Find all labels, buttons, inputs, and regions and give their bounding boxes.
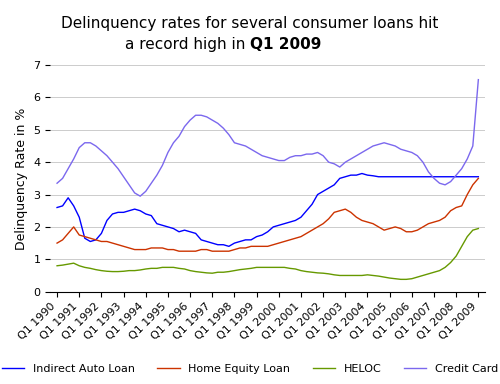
Legend: Indirect Auto Loan, Home Equity Loan, HELOC, Credit Card: Indirect Auto Loan, Home Equity Loan, HE… bbox=[0, 359, 500, 379]
HELOC bbox=[476, 226, 482, 231]
Indirect Auto Loan bbox=[292, 218, 298, 223]
Indirect Auto Loan bbox=[54, 205, 60, 210]
HELOC bbox=[226, 269, 232, 274]
Credit Card bbox=[54, 181, 60, 185]
Indirect Auto Loan bbox=[137, 209, 143, 213]
Home Equity Loan bbox=[476, 176, 482, 180]
Indirect Auto Loan bbox=[192, 231, 198, 236]
Home Equity Loan bbox=[176, 249, 182, 253]
Indirect Auto Loan bbox=[226, 244, 232, 249]
Indirect Auto Loan bbox=[198, 238, 204, 242]
Text: a record high in: a record high in bbox=[125, 36, 250, 52]
Text: Q1 2009: Q1 2009 bbox=[250, 36, 322, 52]
Credit Card bbox=[232, 141, 237, 145]
Home Equity Loan bbox=[242, 246, 248, 250]
HELOC bbox=[54, 263, 60, 268]
Home Equity Loan bbox=[137, 247, 143, 252]
Line: Credit Card: Credit Card bbox=[57, 79, 478, 196]
Credit Card bbox=[476, 77, 482, 82]
Indirect Auto Loan bbox=[242, 238, 248, 242]
Home Equity Loan bbox=[292, 236, 298, 240]
Credit Card bbox=[137, 194, 143, 199]
Home Equity Loan bbox=[204, 247, 210, 252]
Line: HELOC: HELOC bbox=[57, 228, 478, 279]
Credit Card bbox=[142, 189, 148, 194]
Indirect Auto Loan bbox=[359, 171, 365, 176]
Home Equity Loan bbox=[54, 241, 60, 245]
Credit Card bbox=[292, 153, 298, 158]
Y-axis label: Delinquency Rate in %: Delinquency Rate in % bbox=[15, 107, 28, 250]
Credit Card bbox=[204, 114, 210, 119]
Text: Delinquency rates for several consumer loans hit: Delinquency rates for several consumer l… bbox=[62, 15, 438, 31]
HELOC bbox=[192, 269, 198, 274]
HELOC bbox=[398, 277, 404, 281]
Home Equity Loan bbox=[198, 247, 204, 252]
HELOC bbox=[198, 270, 204, 275]
HELOC bbox=[137, 268, 143, 272]
Indirect Auto Loan bbox=[232, 241, 237, 245]
Credit Card bbox=[242, 144, 248, 148]
Line: Indirect Auto Loan: Indirect Auto Loan bbox=[57, 174, 478, 247]
HELOC bbox=[287, 266, 293, 271]
Line: Home Equity Loan: Home Equity Loan bbox=[57, 178, 478, 251]
Home Equity Loan bbox=[232, 247, 237, 252]
HELOC bbox=[237, 267, 243, 272]
Credit Card bbox=[198, 113, 204, 118]
Indirect Auto Loan bbox=[476, 174, 482, 179]
